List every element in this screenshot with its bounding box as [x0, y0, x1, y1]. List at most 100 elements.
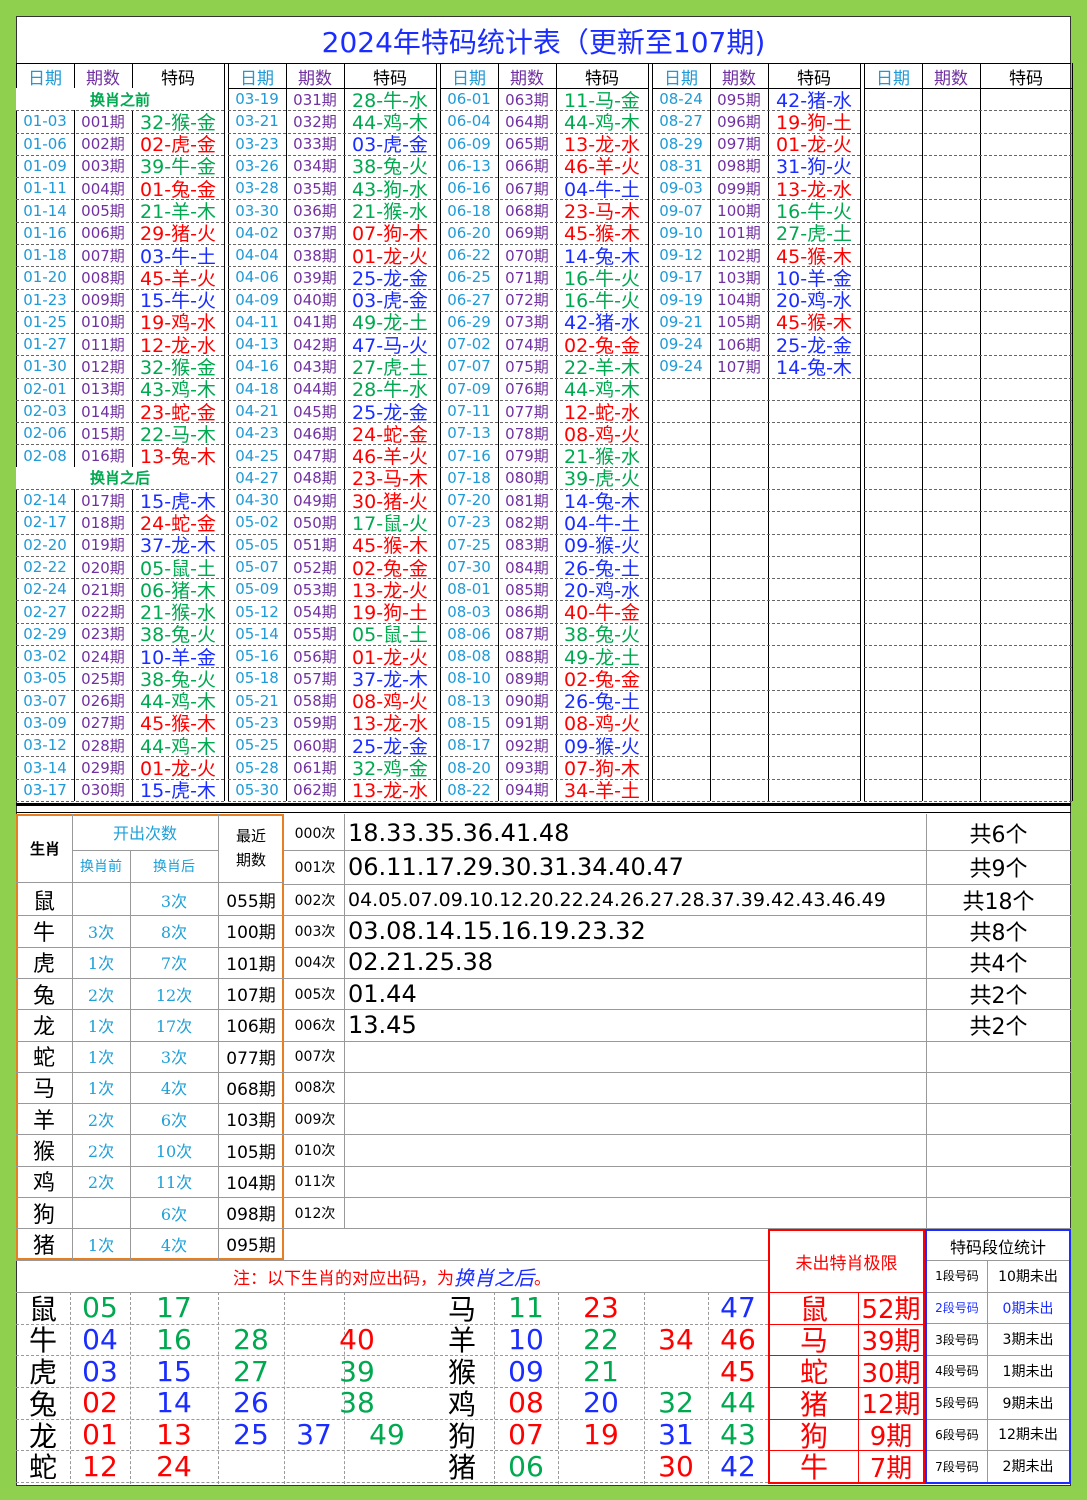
date: 01-06	[23, 134, 67, 153]
grid-line	[864, 734, 1072, 736]
code: 05-鼠-土	[352, 624, 428, 645]
number: 47	[720, 1292, 756, 1324]
code: 32-猴-金	[140, 357, 216, 378]
number: 08	[508, 1387, 544, 1419]
grid-line	[16, 915, 284, 917]
date: 07-02	[447, 335, 491, 354]
grid-line	[16, 555, 224, 557]
grid-line	[652, 778, 860, 780]
code: 32-鸡-金	[352, 758, 428, 779]
period: 015期	[81, 424, 125, 443]
segment-label: 6段号码	[935, 1427, 979, 1442]
code: 11-马-金	[564, 89, 640, 111]
date: 02-22	[23, 558, 67, 576]
zodiac: 兔	[32, 983, 55, 1009]
number: 34	[658, 1323, 694, 1356]
grid-line	[440, 667, 648, 669]
grid-line	[218, 814, 219, 882]
grid-line	[284, 1228, 1071, 1230]
segment-label: 2段号码	[935, 1301, 979, 1316]
code: 24-蛇-金	[352, 423, 428, 445]
grid-line	[228, 800, 436, 802]
period: 023期	[81, 625, 125, 644]
grid-line	[344, 814, 345, 1229]
grid-line	[228, 288, 436, 290]
period: 087期	[505, 625, 549, 644]
grid-line	[440, 221, 648, 223]
date: 06-29	[447, 312, 491, 331]
grid-line	[652, 711, 860, 713]
grid-line	[440, 800, 648, 802]
grid-line	[16, 578, 224, 580]
grid-line	[652, 667, 860, 669]
grid-line	[16, 422, 224, 424]
grid-line	[430, 1450, 768, 1452]
code: 44-鸡-木	[564, 111, 640, 133]
grid-line	[16, 946, 284, 948]
grid-line	[16, 645, 224, 646]
date: 06-20	[447, 223, 491, 242]
grid-line	[284, 1040, 1071, 1042]
number: 25	[233, 1418, 269, 1451]
period: 049期	[293, 491, 337, 510]
number: 24	[156, 1450, 192, 1482]
code: 23-马-木	[352, 468, 428, 490]
code: 15-牛-火	[140, 290, 216, 311]
period: 041期	[293, 313, 337, 332]
period: 043期	[293, 357, 337, 376]
date: 03-02	[23, 647, 67, 666]
code: 25-龙-金	[352, 401, 428, 423]
number: 40	[339, 1323, 375, 1356]
grid-line	[708, 1292, 709, 1484]
grid-line	[652, 466, 860, 468]
code: 01-龙-火	[352, 646, 428, 668]
grid-line	[440, 645, 648, 646]
grid-line	[440, 689, 648, 691]
zodiac: 蛇	[32, 1046, 55, 1072]
zodiac: 蛇	[799, 1356, 828, 1387]
grid-line	[864, 466, 1072, 468]
period: 044期	[293, 380, 337, 399]
period: 065期	[505, 135, 549, 154]
grid-line	[927, 1260, 1069, 1261]
times-label: 003次	[294, 923, 336, 940]
grid-line	[16, 1450, 430, 1452]
number: 06	[508, 1450, 544, 1482]
grid-line	[440, 110, 648, 112]
grid-line	[556, 63, 557, 801]
period: 077期	[505, 402, 549, 421]
period: 104期	[717, 291, 761, 310]
segments-title: 特码段位统计	[949, 1237, 1046, 1257]
code: 32-猴-金	[140, 111, 216, 133]
grid-line	[284, 1071, 1071, 1073]
date: 07-20	[447, 491, 491, 510]
code: 25-龙-金	[352, 735, 428, 757]
code: 09-猴-火	[564, 535, 640, 556]
segment-value: 3期未出	[1002, 1332, 1054, 1349]
date: 08-17	[447, 736, 491, 755]
grid-line	[440, 88, 648, 89]
date: 01-27	[23, 335, 67, 354]
date: 02-03	[23, 402, 67, 421]
grid-line	[344, 63, 345, 801]
date: 09-24	[659, 335, 703, 354]
period: 090期	[505, 692, 549, 711]
code: 38-兔-火	[140, 668, 216, 690]
grid-line	[440, 600, 648, 602]
header: 换肖后	[153, 859, 195, 875]
grid-line	[864, 489, 1072, 491]
zodiac: 羊	[447, 1324, 476, 1356]
period: 042期	[293, 335, 337, 354]
date: 04-18	[235, 379, 279, 398]
date: 02-08	[23, 446, 67, 465]
period: 027期	[81, 714, 125, 733]
grid-line	[652, 221, 860, 223]
zodiac: 猪	[32, 1233, 55, 1259]
grid-line	[16, 489, 224, 491]
grid-line	[284, 1103, 1071, 1105]
code: 03-虎-金	[352, 134, 428, 155]
code: 14-兔-木	[564, 490, 640, 512]
date: 01-20	[23, 268, 67, 287]
code: 39-虎-火	[564, 468, 640, 490]
code: 21-猴-水	[140, 602, 216, 623]
